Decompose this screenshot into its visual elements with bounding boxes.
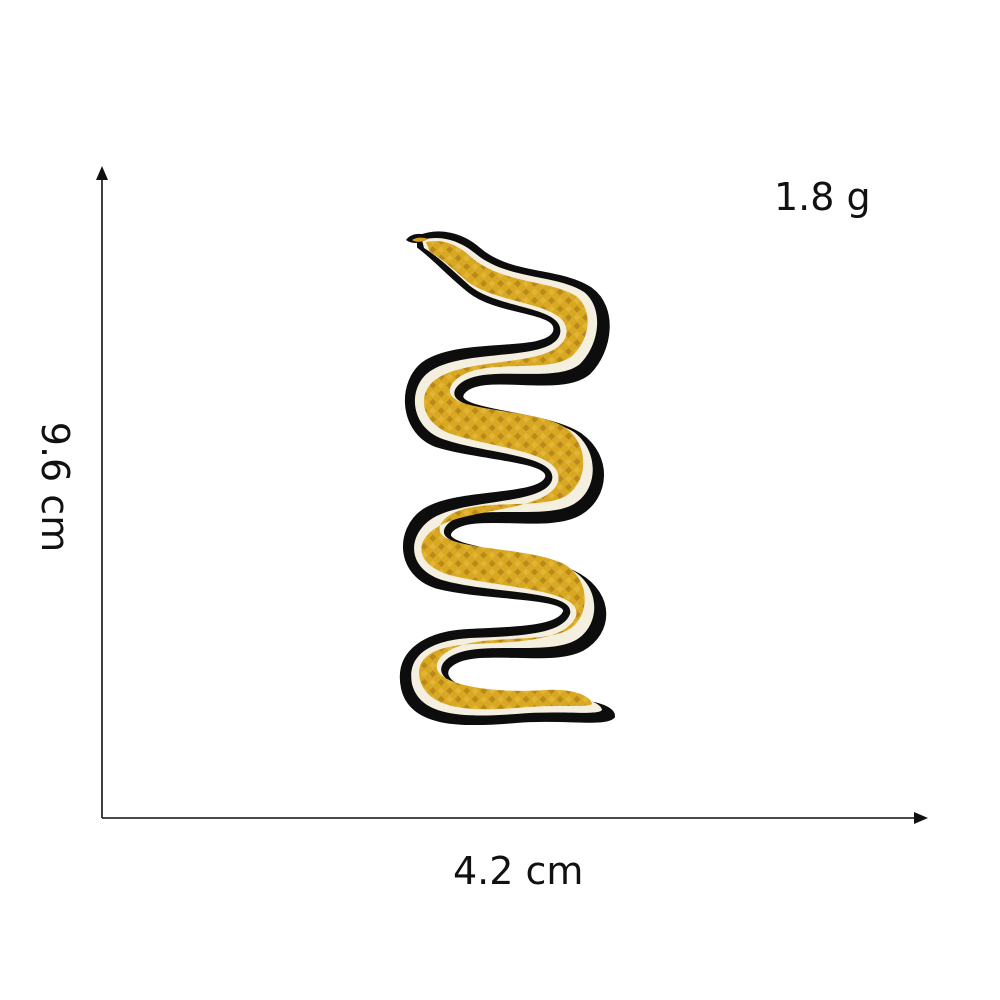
horizontal-axis-arrow-icon	[914, 812, 928, 824]
snake-patch	[399, 231, 616, 726]
snake-gold-body	[419, 240, 592, 710]
weight-label: 1.8 g	[774, 175, 871, 219]
measurement-axes	[96, 166, 928, 824]
vertical-axis-arrow-icon	[96, 166, 108, 180]
height-label: 9.6 cm	[33, 421, 77, 553]
snake-head-gold	[412, 237, 428, 242]
width-label: 4.2 cm	[453, 849, 584, 893]
